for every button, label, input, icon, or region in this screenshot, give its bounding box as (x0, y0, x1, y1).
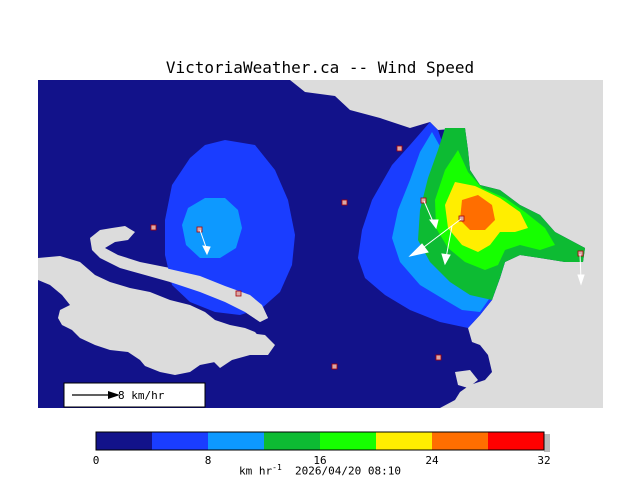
colorbar-tick: 8 (204, 454, 212, 467)
wind-arrow-head (577, 274, 585, 286)
station-marker[interactable] (196, 226, 203, 233)
colorbar-swatch (152, 432, 208, 450)
wind-arrow-head (441, 253, 451, 266)
station-markers (150, 145, 584, 370)
wind-legend-label: 8 km/hr (118, 389, 165, 402)
station-marker[interactable] (150, 224, 157, 231)
station-marker[interactable] (331, 363, 338, 370)
map-title: VictoriaWeather.ca -- Wind Speed (165, 58, 475, 77)
wind-arrow-head (429, 219, 439, 230)
colorbar-swatch (488, 432, 544, 450)
wind-arrow-head (202, 245, 211, 256)
colorbar-swatch (432, 432, 488, 450)
colorbar-swatch (208, 432, 264, 450)
station-marker[interactable] (420, 197, 427, 204)
colorbar-swatch (96, 432, 152, 450)
station-marker[interactable] (396, 145, 403, 152)
wind-arrows (199, 200, 585, 286)
station-marker[interactable] (458, 215, 465, 222)
colorbar-border (95, 431, 545, 451)
colorbar-tick: 32 (537, 454, 551, 467)
station-marker[interactable] (235, 290, 242, 297)
legend-arrow-head (108, 391, 120, 399)
colorbar-shadow (544, 434, 550, 452)
colorbar-swatch (264, 432, 320, 450)
wind-field-west-8-12 (182, 198, 242, 258)
peninsula-overlay (165, 268, 268, 322)
land-island-south (208, 332, 275, 368)
land-island-east (455, 370, 478, 388)
colorbar-tick: 24 (425, 454, 439, 467)
station-marker[interactable] (435, 354, 442, 361)
colorbar-swatch (320, 432, 376, 450)
wind-arrow-legend (63, 382, 206, 408)
timestamp: 2026/04/20 08:10 (295, 464, 401, 478)
colorbar-tick: 16 (313, 454, 327, 467)
colorbar-units: km hr-1 2026/04/20 08:10 (0, 463, 640, 478)
units-superscript: -1 (272, 463, 282, 472)
colorbar-tick: 0 (92, 454, 100, 467)
station-marker[interactable] (341, 199, 348, 206)
wind-field-24-28 (460, 195, 495, 230)
units-prefix: km hr (239, 464, 273, 478)
wind-arrow-head (408, 243, 429, 257)
colorbar-swatch (376, 432, 432, 450)
colorbar (95, 431, 550, 452)
land-mass-west (38, 256, 262, 375)
